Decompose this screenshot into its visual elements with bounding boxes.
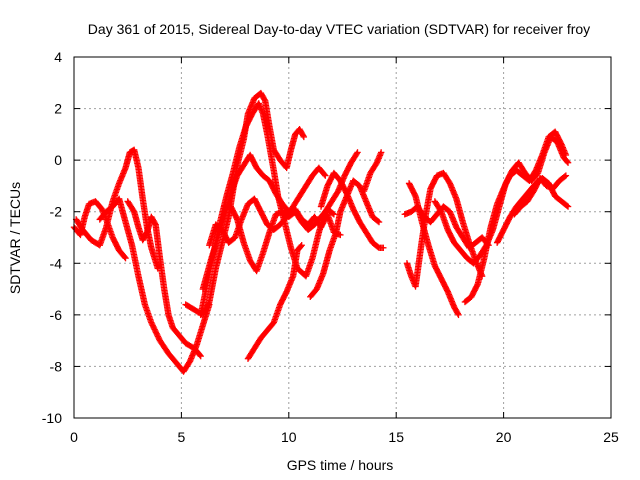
sat-track-6 bbox=[197, 100, 361, 319]
y-tick-label: 2 bbox=[54, 101, 62, 117]
sat-track-3 bbox=[96, 195, 213, 375]
data-point bbox=[455, 311, 462, 319]
data-point bbox=[562, 172, 570, 179]
axis-ticks: 0 5 10 15 20 25 -10 -8 -6 -4 -2 0 2 4 bbox=[42, 49, 619, 445]
data-point bbox=[298, 242, 305, 249]
data-point bbox=[196, 351, 204, 359]
data-point bbox=[121, 253, 128, 261]
data-point bbox=[380, 244, 387, 252]
y-tick-label: 0 bbox=[54, 152, 62, 168]
data-point bbox=[564, 203, 572, 210]
data-point bbox=[329, 210, 337, 217]
sat-track-15 bbox=[405, 180, 462, 319]
y-tick-label: -2 bbox=[50, 204, 63, 220]
sat-track-18 bbox=[461, 128, 570, 306]
x-tick-label: 5 bbox=[178, 429, 186, 445]
grid bbox=[74, 57, 611, 418]
data-point bbox=[322, 172, 329, 179]
data-point bbox=[563, 158, 571, 165]
data-point bbox=[561, 173, 569, 180]
x-tick-label: 25 bbox=[603, 429, 619, 445]
data-point bbox=[563, 202, 571, 209]
chart-title: Day 361 of 2015, Sidereal Day-to-day VTE… bbox=[88, 21, 590, 37]
data-point bbox=[564, 159, 572, 166]
data-point bbox=[122, 254, 129, 262]
y-tick-label: 4 bbox=[54, 49, 62, 65]
y-tick-label: -8 bbox=[50, 358, 63, 374]
x-tick-label: 20 bbox=[496, 429, 512, 445]
data-point bbox=[330, 211, 338, 218]
x-tick-label: 0 bbox=[70, 429, 78, 445]
sat-track-9 bbox=[221, 203, 338, 275]
x-tick-label: 15 bbox=[388, 429, 404, 445]
data-point bbox=[437, 207, 444, 214]
y-axis-label: SDTVAR / TECUs bbox=[7, 182, 23, 294]
data-point bbox=[299, 132, 307, 139]
x-axis-label: GPS time / hours bbox=[287, 457, 394, 473]
data-point bbox=[377, 149, 385, 156]
sat-track-4 bbox=[124, 198, 204, 360]
data-point bbox=[353, 150, 360, 157]
x-tick-label: 10 bbox=[281, 429, 297, 445]
data-point bbox=[297, 243, 305, 250]
data-point bbox=[151, 220, 159, 227]
data-point bbox=[300, 133, 308, 141]
sat-track-10 bbox=[244, 242, 305, 362]
y-tick-label: -4 bbox=[50, 255, 63, 271]
data-point bbox=[454, 310, 461, 317]
y-tick-label: -10 bbox=[42, 410, 62, 426]
data-point bbox=[197, 352, 204, 360]
data-point bbox=[261, 96, 268, 103]
data-point bbox=[321, 171, 328, 178]
sat-track-20 bbox=[511, 172, 570, 218]
sat-track-16 bbox=[403, 169, 486, 290]
sat-track-11 bbox=[307, 177, 383, 301]
sat-track-13 bbox=[360, 149, 385, 195]
data-point bbox=[375, 218, 383, 226]
y-tick-label: -6 bbox=[50, 307, 63, 323]
data-points bbox=[70, 89, 572, 375]
sat-track-12 bbox=[317, 169, 387, 252]
data-point bbox=[562, 151, 570, 159]
data-point bbox=[354, 149, 361, 156]
data-point bbox=[374, 217, 382, 225]
plot-frame bbox=[73, 56, 612, 419]
data-point bbox=[337, 231, 344, 239]
